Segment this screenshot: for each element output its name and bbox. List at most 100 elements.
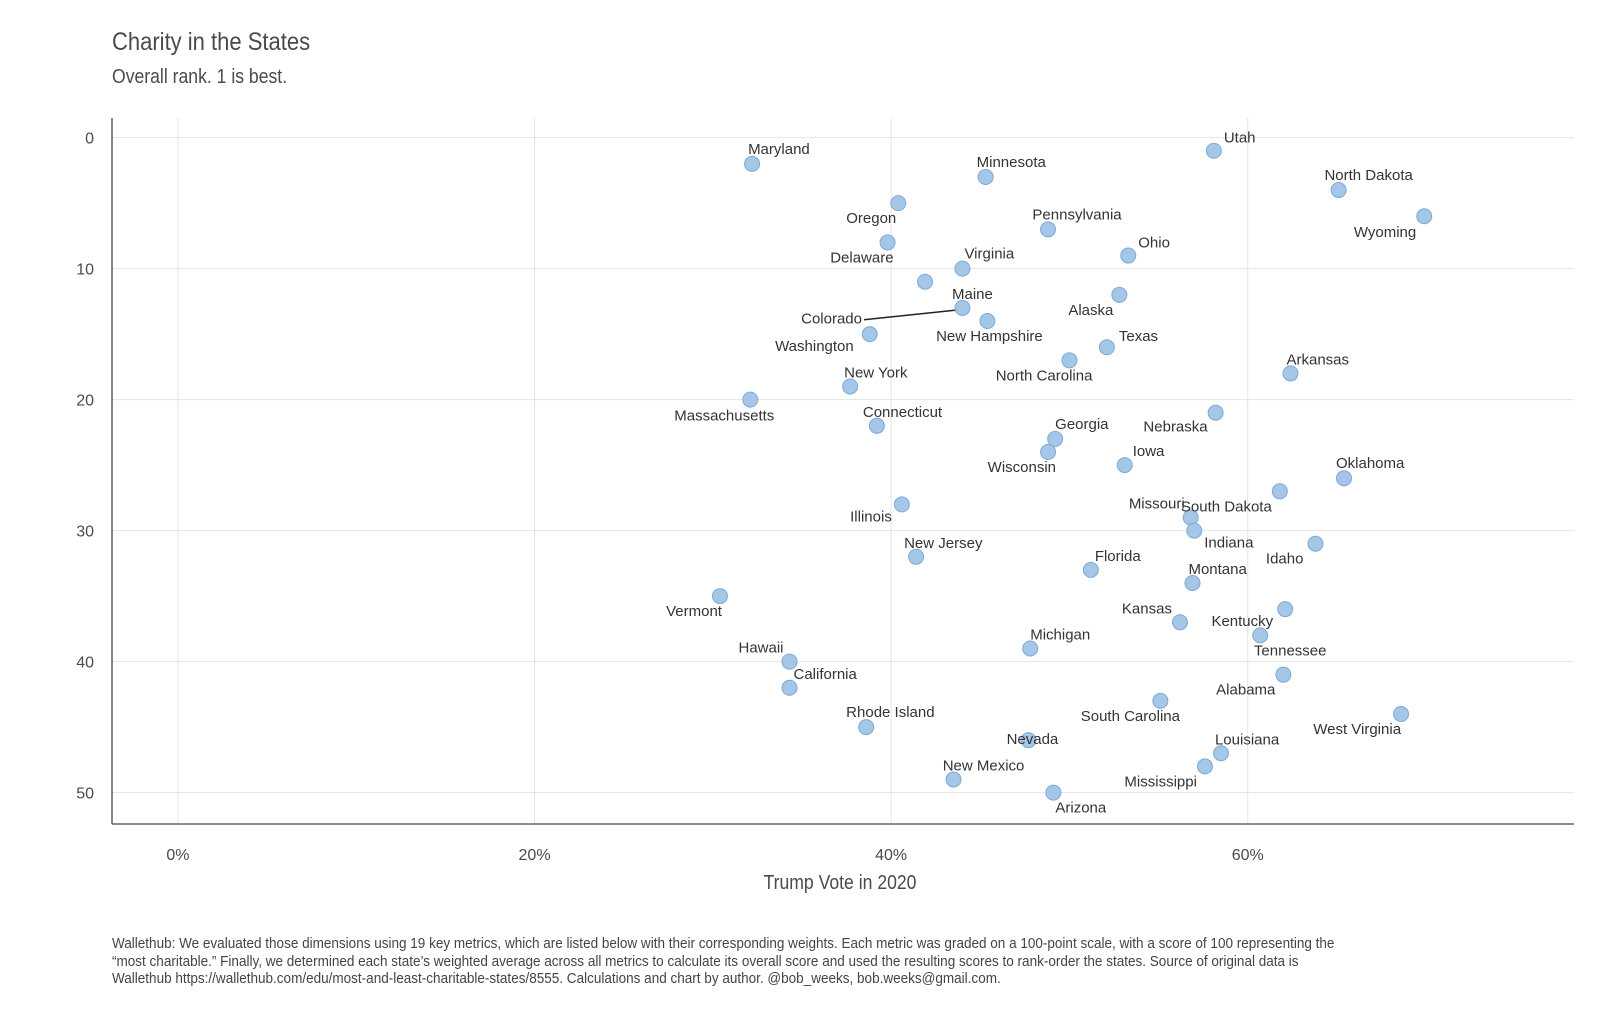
tick-labels: 0% 20% 40% 60% 0 10 20 30 40 50 [76, 131, 1264, 864]
point-label: Vermont [666, 603, 723, 620]
x-tick-label: 40% [875, 847, 907, 864]
data-point [1196, 758, 1213, 775]
data-point [1111, 286, 1128, 303]
data-point [1330, 182, 1347, 199]
point-label: Delaware [830, 249, 893, 266]
data-point [1307, 535, 1324, 552]
data-point [954, 299, 971, 316]
data-point [945, 771, 962, 788]
point-label: Georgia [1055, 416, 1109, 433]
point-label: Oregon [846, 210, 896, 227]
data-point [977, 168, 994, 185]
point-label: South Dakota [1181, 498, 1273, 515]
point-label: Arizona [1055, 800, 1107, 817]
point-label: Ohio [1138, 235, 1170, 252]
point-label: New Jersey [904, 535, 983, 552]
data-point [1020, 732, 1037, 749]
data-point [1171, 614, 1188, 631]
point-labels: Utah Maryland Minnesota North Dakota Oregon W… [666, 130, 1416, 817]
data-point [842, 378, 859, 395]
point-label: Nevada [1007, 731, 1059, 748]
data-point [1282, 365, 1299, 382]
chart-subtitle: Overall rank. 1 is best. [112, 66, 288, 88]
point-label: Oklahoma [1336, 455, 1405, 472]
point-label: Utah [1224, 130, 1256, 147]
data-point [979, 313, 996, 330]
data-point [1040, 444, 1057, 461]
point-label: Illinois [850, 508, 892, 525]
point-label: Maryland [748, 141, 810, 158]
data-point [781, 653, 798, 670]
point-label: West Virginia [1313, 721, 1401, 738]
data-point [1277, 601, 1294, 618]
point-label: Kentucky [1211, 613, 1273, 630]
point-label: Rhode Island [846, 704, 934, 721]
point-label: Washington [775, 338, 854, 355]
point-label: Virginia [964, 246, 1014, 263]
point-label: Louisiana [1215, 731, 1280, 748]
x-axis-label: Trump Vote in 2020 [763, 872, 917, 894]
data-point [781, 679, 798, 696]
point-label: Montana [1188, 561, 1247, 578]
y-tick-label: 20 [76, 393, 94, 410]
point-label: New Hampshire [936, 328, 1043, 345]
point-label: North Dakota [1324, 167, 1413, 184]
point-label: Wisconsin [988, 459, 1056, 476]
data-point [1186, 522, 1203, 539]
x-tick-label: 60% [1232, 847, 1264, 864]
y-tick-label: 0 [85, 131, 94, 148]
data-point [1040, 221, 1057, 238]
data-point [861, 326, 878, 343]
point-label: Alabama [1216, 682, 1276, 699]
point-label: Massachusetts [674, 408, 774, 425]
data-point [1098, 339, 1115, 356]
data-point [879, 234, 896, 251]
data-point [1045, 784, 1062, 801]
point-label: Indiana [1204, 535, 1254, 552]
data-point [1047, 430, 1064, 447]
data-point [1152, 692, 1169, 709]
point-label: Alaska [1068, 302, 1114, 319]
data-point [1205, 142, 1222, 159]
point-label: Arkansas [1287, 351, 1350, 368]
y-tick-label: 10 [76, 262, 94, 279]
point-label: Texas [1119, 328, 1158, 345]
data-point [1116, 457, 1133, 474]
point-label: Nebraska [1143, 419, 1208, 436]
y-tick-label: 50 [76, 786, 94, 803]
point-label: South Carolina [1081, 708, 1181, 725]
point-label: Colorado [801, 311, 862, 328]
x-tick-label: 20% [519, 847, 551, 864]
leader-lines [863, 309, 959, 321]
data-point [868, 417, 885, 434]
point-label: Michigan [1030, 626, 1090, 643]
grid-lines [112, 118, 1574, 824]
data-point [893, 496, 910, 513]
data-point [1393, 705, 1410, 722]
data-point [1271, 483, 1288, 500]
data-point [954, 260, 971, 277]
data-point [1184, 574, 1201, 591]
point-label: Florida [1095, 548, 1142, 565]
data-point [1082, 561, 1099, 578]
point-label: Connecticut [863, 404, 943, 421]
x-tick-label: 0% [166, 847, 189, 864]
point-label: California [794, 666, 858, 683]
data-point [1212, 745, 1229, 762]
point-label: Wyoming [1354, 224, 1416, 241]
data-point [1207, 404, 1224, 421]
data-point [858, 719, 875, 736]
data-point [1275, 666, 1292, 683]
data-point [1416, 208, 1433, 225]
point-label: Kansas [1122, 600, 1172, 617]
point-label: North Carolina [996, 367, 1093, 384]
point-label: New Mexico [943, 757, 1025, 774]
data-point [908, 548, 925, 565]
data-point [890, 195, 907, 212]
data-point [1061, 352, 1078, 369]
axes [111, 118, 1574, 825]
point-label: Maine [952, 286, 993, 303]
data-point [1120, 247, 1137, 264]
